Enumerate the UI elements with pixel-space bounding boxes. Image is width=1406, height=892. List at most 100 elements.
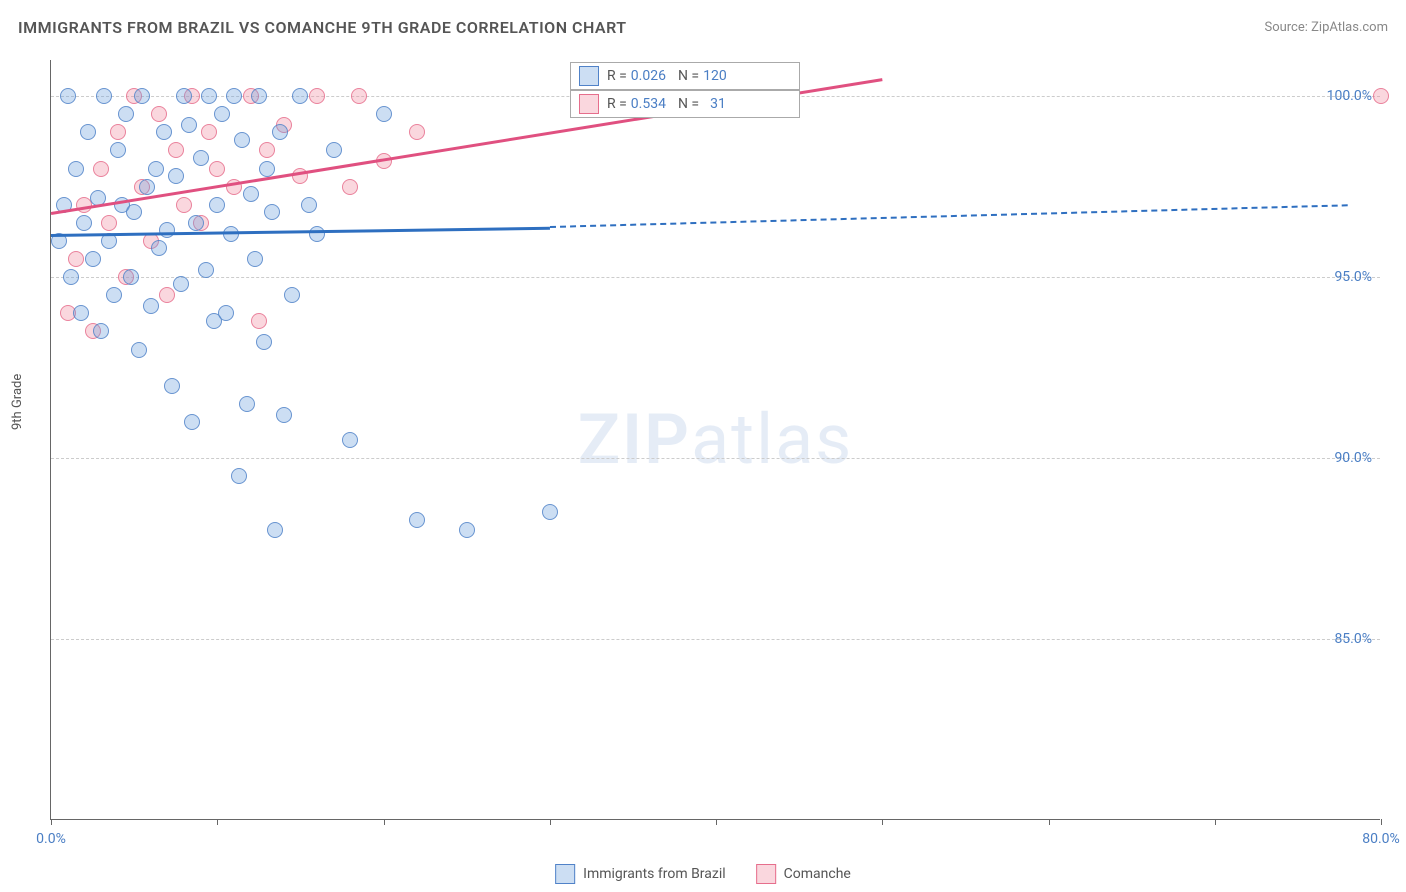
x-tick-label: 0.0% [36,831,66,847]
data-point-blue [309,226,325,242]
data-point-blue [226,88,242,104]
bottom-legend: Immigrants from Brazil Comanche [555,864,851,884]
watermark: ZIPatlas [578,399,854,481]
data-point-blue [168,168,184,184]
data-point-blue [123,269,139,285]
grid-line [51,458,1380,459]
data-point-blue [301,197,317,213]
data-point-blue [176,88,192,104]
data-point-pink [201,124,217,140]
data-point-blue [264,204,280,220]
data-point-blue [126,204,142,220]
trend-line-dash [550,205,1348,229]
data-point-pink [68,251,84,267]
x-tick-label: 80.0% [1362,831,1400,847]
data-point-blue [148,161,164,177]
stats-box: R =0.026 N =120 [570,62,800,90]
data-point-blue [234,132,250,148]
source-label: Source: ZipAtlas.com [1264,20,1388,35]
data-point-blue [214,106,230,122]
data-point-blue [73,305,89,321]
data-point-blue [198,262,214,278]
n-label: N = [678,68,699,84]
data-point-pink [1373,88,1389,104]
data-point-pink [159,287,175,303]
data-point-pink [168,142,184,158]
r-label: R = [607,96,627,112]
legend-swatch-blue [555,864,575,884]
grid-line [51,639,1380,640]
header: IMMIGRANTS FROM BRAZIL VS COMANCHE 9TH G… [18,18,1388,37]
data-point-blue [159,222,175,238]
x-tick [550,819,551,825]
r-label: R = [607,68,627,84]
data-point-pink [110,124,126,140]
data-point-blue [267,522,283,538]
data-point-blue [459,522,475,538]
data-point-blue [96,88,112,104]
data-point-blue [143,298,159,314]
data-point-blue [251,88,267,104]
data-point-blue [106,287,122,303]
data-point-blue [173,276,189,292]
data-point-blue [181,117,197,133]
data-point-blue [110,142,126,158]
data-point-blue [239,396,255,412]
y-axis-label: 9th Grade [10,374,25,430]
data-point-pink [351,88,367,104]
data-point-blue [76,215,92,231]
stats-swatch [579,66,599,86]
data-point-pink [151,106,167,122]
data-point-pink [259,142,275,158]
y-tick-label: 85.0% [1334,631,1372,647]
data-point-pink [176,197,192,213]
x-tick [51,819,52,825]
data-point-blue [134,88,150,104]
data-point-blue [342,432,358,448]
data-point-blue [93,323,109,339]
data-point-blue [156,124,172,140]
data-point-blue [259,161,275,177]
grid-line [51,277,1380,278]
data-point-blue [164,378,180,394]
data-point-blue [243,186,259,202]
x-tick [384,819,385,825]
legend-item-comanche: Comanche [756,864,851,884]
n-value: 31 [703,96,726,112]
data-point-blue [85,251,101,267]
x-tick [716,819,717,825]
data-point-blue [139,179,155,195]
data-point-blue [256,334,272,350]
y-tick-label: 100.0% [1327,88,1372,104]
r-value: 0.026 [631,68,666,84]
data-point-blue [118,106,134,122]
legend-item-brazil: Immigrants from Brazil [555,864,726,884]
data-point-pink [409,124,425,140]
n-label: N = [678,96,699,112]
data-point-blue [231,468,247,484]
data-point-pink [101,215,117,231]
data-point-pink [342,179,358,195]
x-tick [1381,819,1382,825]
data-point-blue [63,269,79,285]
data-point-blue [201,88,217,104]
data-point-pink [93,161,109,177]
x-tick [882,819,883,825]
x-tick [1215,819,1216,825]
data-point-blue [193,150,209,166]
n-value: 120 [703,68,727,84]
x-tick [1049,819,1050,825]
data-point-blue [60,88,76,104]
data-point-blue [131,342,147,358]
data-point-blue [184,414,200,430]
data-point-blue [272,124,288,140]
stats-box: R =0.534N = 31 [570,90,800,118]
data-point-pink [251,313,267,329]
data-point-blue [292,88,308,104]
stats-swatch [579,94,599,114]
data-point-pink [209,161,225,177]
data-point-blue [409,512,425,528]
data-point-blue [284,287,300,303]
plot-area: ZIPatlas 85.0%90.0%95.0%100.0%0.0%80.0% [50,60,1380,820]
trend-line [51,226,550,236]
